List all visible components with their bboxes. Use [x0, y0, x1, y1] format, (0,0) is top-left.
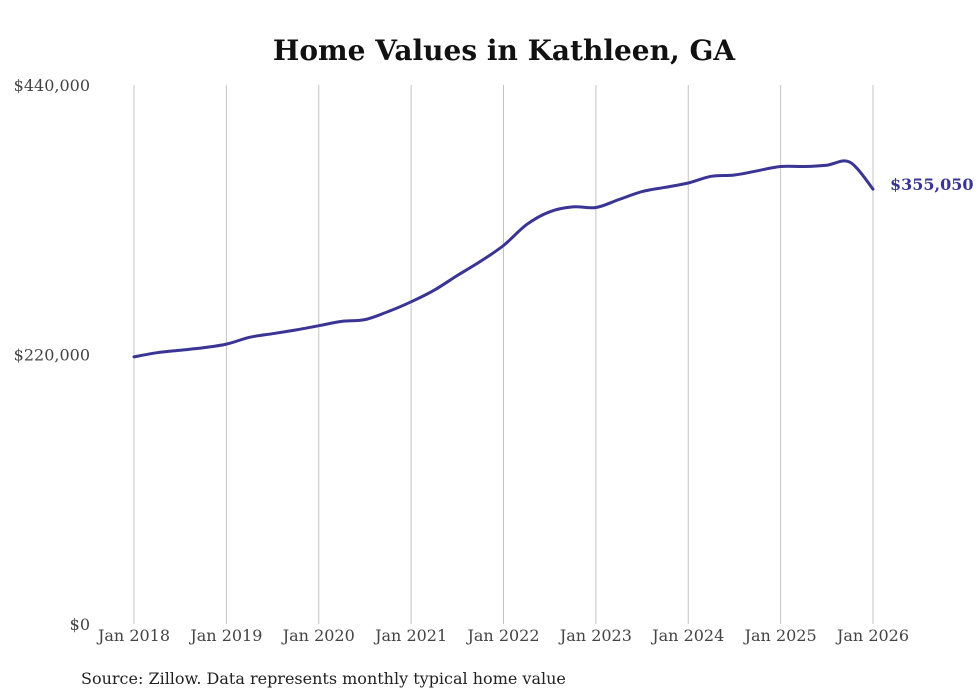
x-tick-label: Jan 2023: [558, 626, 632, 645]
x-tick-label: Jan 2025: [743, 626, 817, 645]
x-tick-label: Jan 2024: [650, 626, 724, 645]
x-tick-label: Jan 2026: [835, 626, 909, 645]
y-tick-label: $220,000: [14, 346, 90, 365]
chart-title: Home Values in Kathleen, GA: [273, 34, 736, 67]
series-line-0: [132, 159, 875, 359]
x-tick-label: Jan 2022: [465, 626, 539, 645]
y-tick-label: $0: [70, 615, 90, 634]
series-layer: [132, 159, 875, 359]
x-tick-label: Jan 2018: [96, 626, 170, 645]
y-axis: $0 $220,000 $440,000: [14, 76, 90, 634]
y-tick-label: $440,000: [14, 76, 90, 95]
source-note: Source: Zillow. Data represents monthly …: [81, 669, 566, 688]
x-tick-label: Jan 2019: [188, 626, 262, 645]
gridlines: [133, 85, 874, 624]
x-axis: Jan 2018 Jan 2019 Jan 2020 Jan 2021 Jan 2022…: [96, 626, 909, 645]
x-tick-label: Jan 2020: [281, 626, 355, 645]
x-tick-label: Jan 2021: [373, 626, 447, 645]
end-value-label: $355,050: [890, 175, 974, 194]
